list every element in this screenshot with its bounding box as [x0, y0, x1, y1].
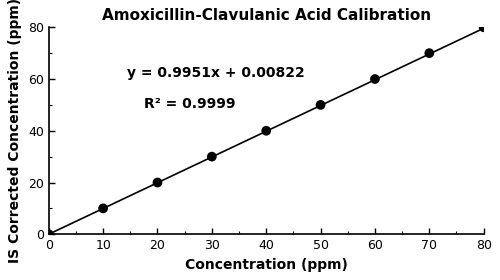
Point [45, 232, 53, 237]
X-axis label: Concentration (ppm): Concentration (ppm) [185, 258, 348, 272]
Point [99, 206, 107, 211]
Point [426, 51, 434, 55]
Point [262, 129, 270, 133]
Text: R² = 0.9999: R² = 0.9999 [144, 97, 236, 111]
Point [316, 103, 324, 107]
Point [154, 180, 162, 185]
Title: Amoxicillin-Clavulanic Acid Calibration: Amoxicillin-Clavulanic Acid Calibration [102, 8, 431, 23]
Point [480, 25, 488, 29]
Point [371, 77, 379, 81]
Text: y = 0.9951x + 0.00822: y = 0.9951x + 0.00822 [127, 66, 305, 80]
Y-axis label: IS Corrected Concentration (ppm): IS Corrected Concentration (ppm) [8, 0, 22, 263]
Point [208, 154, 216, 159]
